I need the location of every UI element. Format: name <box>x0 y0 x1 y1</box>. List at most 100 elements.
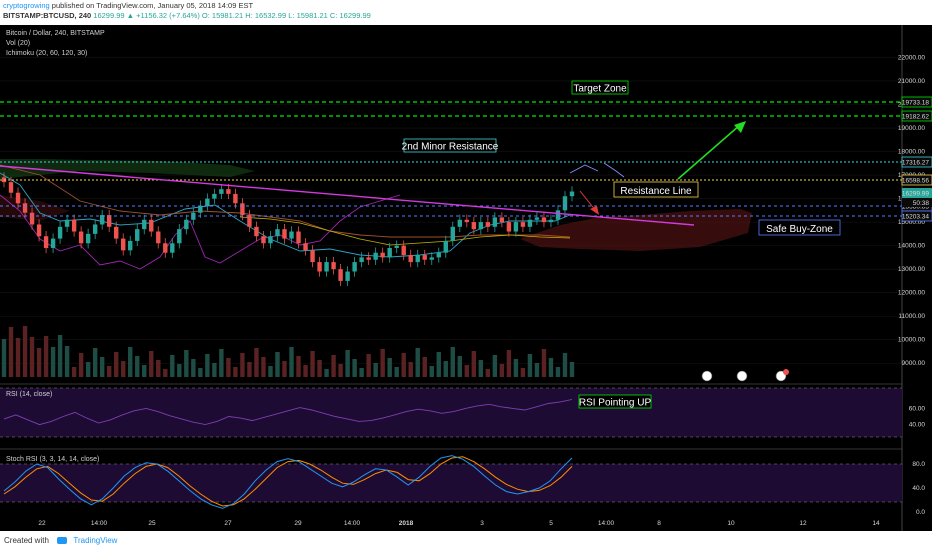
volume-bar <box>380 349 385 377</box>
candle <box>408 249 413 268</box>
resistance-line-label: Resistance Line <box>620 186 692 197</box>
svg-text:15203.34: 15203.34 <box>902 214 929 221</box>
stoch-k-line <box>3 455 573 509</box>
volume-bar <box>57 335 63 377</box>
volume-bar <box>338 364 343 377</box>
flag-icon[interactable] <box>783 369 789 375</box>
volume-bar <box>156 360 161 377</box>
candle <box>415 249 420 268</box>
stoch-band <box>0 464 902 502</box>
rsi-line <box>3 398 573 426</box>
rsi-legend: RSI (14, close) <box>6 391 52 398</box>
volume-bar <box>471 351 477 377</box>
time-tick-label: 5 <box>549 520 553 527</box>
candle <box>156 226 161 249</box>
candle <box>128 235 133 256</box>
volume-bars <box>1 326 575 377</box>
volume-bar <box>394 367 399 377</box>
volume-bar <box>499 364 505 377</box>
volume-bar <box>562 353 568 377</box>
candle <box>548 214 554 228</box>
candle <box>85 228 91 249</box>
price-level-tag: 19733.18 <box>901 96 932 108</box>
candle <box>8 176 14 198</box>
flag-icon[interactable] <box>701 370 713 382</box>
candle <box>534 212 540 225</box>
chart-footer: Created with TradingView <box>0 531 932 550</box>
candle <box>289 226 294 244</box>
volume-bar <box>282 361 287 377</box>
candle <box>520 216 526 232</box>
candle <box>268 231 273 249</box>
svg-text:19733.18: 19733.18 <box>902 100 929 107</box>
price-tick-label: 14000.00 <box>898 243 925 250</box>
candle <box>177 223 182 249</box>
volume-bar <box>226 358 231 377</box>
volume-bar <box>191 359 196 377</box>
candle <box>345 266 350 287</box>
candle <box>43 231 49 254</box>
candle <box>513 216 519 237</box>
candle <box>113 221 119 244</box>
price-tick-label: 15000.00 <box>898 219 925 226</box>
resistance-line-box <box>613 181 699 198</box>
volume-bar <box>78 353 84 377</box>
candle <box>359 252 364 268</box>
volume-bar <box>85 362 91 377</box>
target-zone-box <box>571 80 629 95</box>
main-legend: Bitcoin / Dollar, 240, BITSTAMP <box>6 30 105 37</box>
svg-text:16299.99: 16299.99 <box>902 191 929 198</box>
time-axis[interactable]: 22 14:00 25 27 29 14:00 2018 3 5 14:00 8 10 12 14 <box>38 520 880 527</box>
volume-bar <box>261 357 266 377</box>
time-tick-label: 14:00 <box>344 520 361 527</box>
price-tick-label: 22000.00 <box>898 54 925 61</box>
candle <box>471 216 477 235</box>
volume-bar <box>548 358 554 377</box>
author-link[interactable]: cryptogrowing <box>3 1 50 10</box>
time-tick-label: 2018 <box>399 520 414 527</box>
candle <box>233 188 238 209</box>
volume-bar <box>520 368 526 377</box>
volume-bar <box>506 350 512 377</box>
event-icons[interactable] <box>701 369 789 382</box>
candle <box>317 256 322 277</box>
stoch-tick-label: 40.0 <box>912 485 925 492</box>
volume-bar <box>247 362 252 377</box>
volume-bar <box>485 369 491 377</box>
price-level-tag: 19182.62 <box>901 110 932 122</box>
volume-bar <box>8 327 14 377</box>
price-chart[interactable]: Target Zone 2nd Minor Resistance Resista… <box>0 25 932 531</box>
volume-bar <box>450 347 455 377</box>
volume-bar <box>121 361 126 377</box>
candle <box>352 256 357 277</box>
volume-bar <box>219 349 224 377</box>
descending-resistance-trendline[interactable] <box>0 165 695 226</box>
vol-legend: Vol (20) <box>6 40 30 47</box>
candle <box>338 263 343 287</box>
volume-bar <box>317 360 322 377</box>
symbol-label: BITSTAMP:BTCUSD, 240 <box>3 11 92 20</box>
quote-line: 16299.99 ▲ +1156.32 (+7.64%) O: 15981.21… <box>93 11 371 20</box>
candle <box>429 252 434 265</box>
svg-text:16598.56: 16598.56 <box>902 178 929 185</box>
ichimoku-legend: Ichimoku (20, 60, 120, 30) <box>6 50 87 57</box>
volume-bar <box>177 364 182 377</box>
tradingview-link[interactable]: TradingView <box>73 536 118 545</box>
candle <box>401 240 406 261</box>
flag-icon[interactable] <box>736 370 748 382</box>
volume-bar <box>198 368 203 377</box>
candle <box>450 221 455 247</box>
volume-bar <box>436 352 441 377</box>
volume-bar <box>36 348 42 377</box>
time-tick-label: 25 <box>148 520 156 527</box>
candle <box>275 223 280 242</box>
candle <box>71 214 77 237</box>
volume-bar <box>22 326 28 377</box>
rsi-tick-label: 40.00 <box>909 422 926 429</box>
candle <box>261 231 266 249</box>
candle <box>205 193 210 211</box>
volume-bar <box>324 369 329 377</box>
volume-bar <box>92 348 98 377</box>
rsi-axis: 60.00 40.00 <box>909 405 926 428</box>
candle <box>380 247 385 263</box>
